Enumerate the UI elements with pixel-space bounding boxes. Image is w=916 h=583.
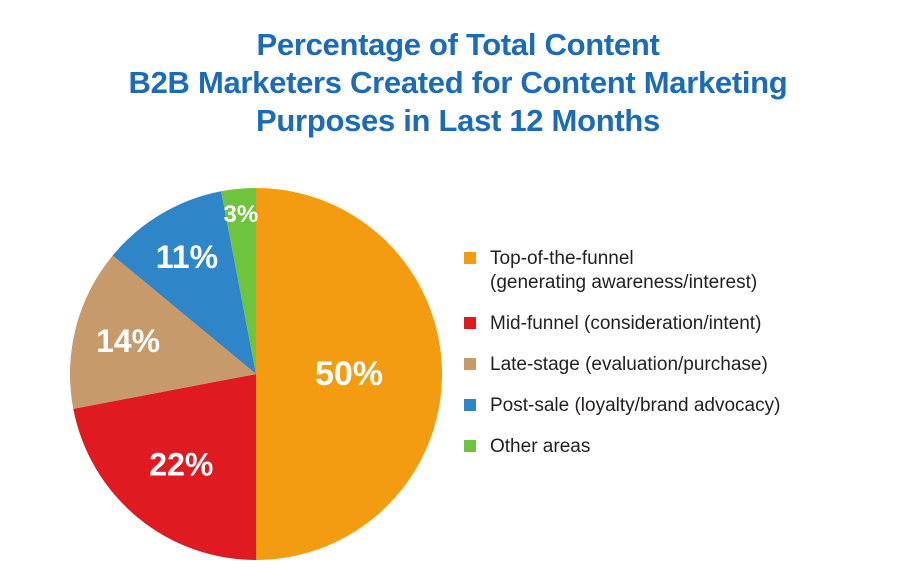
- pie-slice-4: [112, 191, 257, 374]
- pie-slice-1: [256, 188, 442, 560]
- legend-item: Late-stage (evaluation/purchase): [464, 353, 780, 377]
- legend-swatch: [464, 317, 476, 329]
- chart-title: Percentage of Total Content B2B Marketer…: [0, 26, 916, 140]
- pie-value-label: 14%: [96, 323, 160, 359]
- legend-item: Other areas: [464, 435, 780, 459]
- legend-item: Mid-funnel (consideration/intent): [464, 312, 780, 336]
- pie-value-label: 11%: [156, 239, 218, 275]
- legend-label: Top-of-the-funnel (generating awareness/…: [490, 248, 758, 293]
- legend-swatch: [464, 440, 476, 452]
- chart-title-line: B2B Marketers Created for Content Market…: [128, 65, 788, 100]
- chart-legend: Top-of-the-funnel (generating awareness/…: [464, 247, 780, 459]
- legend-swatch: [464, 358, 476, 370]
- legend-label: Mid-funnel (consideration/intent): [490, 313, 762, 334]
- pie-value-label: 50%: [315, 355, 383, 393]
- legend-label: Other areas: [490, 436, 591, 457]
- legend-swatch: [464, 252, 476, 264]
- pie-slice-3: [70, 255, 256, 409]
- chart-title-line: Purposes in Last 12 Months: [256, 103, 660, 138]
- chart-title-line: Percentage of Total Content: [256, 27, 660, 62]
- pie-chart: 50% 22% 14% 11%3%: [70, 188, 442, 560]
- legend-swatch: [464, 399, 476, 411]
- legend-label: Post-sale (loyalty/brand advocacy): [490, 395, 781, 416]
- pie-slice-5: [221, 188, 256, 374]
- legend-item: Post-sale (loyalty/brand advocacy): [464, 394, 780, 418]
- legend-item: Top-of-the-funnel (generating awareness/…: [464, 247, 780, 295]
- pie-value-label: 22%: [149, 446, 213, 482]
- legend-label: Late-stage (evaluation/purchase): [490, 354, 768, 375]
- pie-value-label: 3%: [224, 201, 259, 228]
- pie-slice-2: [73, 374, 256, 560]
